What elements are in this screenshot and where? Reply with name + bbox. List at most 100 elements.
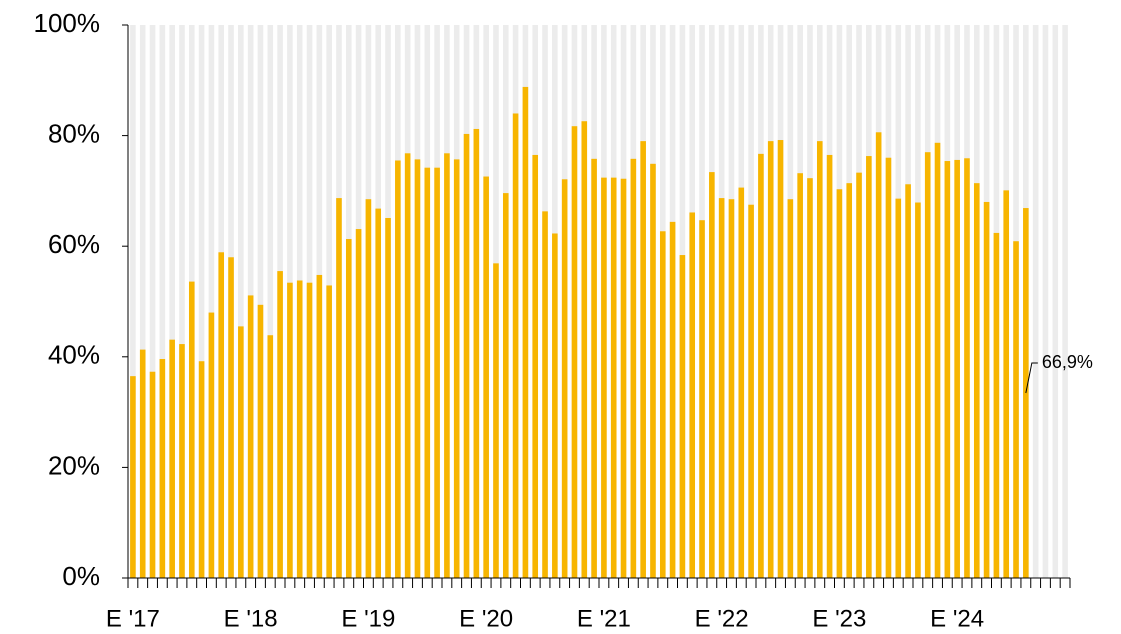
x-tick-label: E '18 (224, 605, 278, 632)
bar (444, 153, 450, 578)
bar (306, 282, 313, 578)
bar (198, 361, 205, 578)
x-tick-label: E '20 (459, 605, 513, 632)
bar (679, 255, 686, 578)
y-tick-label: 80% (48, 118, 100, 148)
bar (414, 159, 421, 578)
bar (875, 132, 882, 579)
bar (993, 232, 1000, 579)
bar (532, 154, 539, 578)
bar (1003, 190, 1010, 579)
bar (836, 189, 843, 578)
x-tick-label: E '19 (341, 605, 395, 632)
bar (130, 376, 136, 578)
bar (620, 178, 627, 578)
band-stripe (238, 25, 244, 578)
bar (640, 141, 646, 578)
bar (287, 282, 293, 578)
band-stripe (159, 25, 166, 578)
bar (316, 274, 323, 578)
bar (659, 231, 666, 579)
y-tick-label: 20% (48, 450, 100, 480)
bar (797, 173, 803, 579)
bar (816, 141, 823, 578)
bar (483, 176, 489, 578)
bar (542, 211, 548, 578)
bar (924, 152, 931, 578)
x-tick-label: E '17 (106, 605, 160, 632)
band-stripe (1062, 25, 1068, 578)
bar (473, 128, 480, 579)
bar (267, 335, 274, 578)
y-tick-label: 100% (34, 8, 101, 38)
x-tick-label: E '22 (695, 605, 749, 632)
bar (709, 172, 715, 578)
bar (973, 183, 980, 578)
bar (385, 217, 391, 578)
bar (561, 179, 568, 579)
bar (610, 177, 617, 579)
bar (179, 344, 185, 578)
bar (326, 285, 332, 578)
band-stripe (130, 25, 136, 578)
leader-line (1025, 362, 1038, 394)
bar (954, 159, 960, 578)
bar (915, 202, 921, 578)
bar (983, 201, 990, 578)
bar (355, 229, 362, 578)
bar (905, 184, 911, 579)
x-tick-label: E '21 (577, 605, 631, 632)
bar (375, 208, 382, 578)
bar (218, 252, 225, 578)
bar (777, 140, 784, 579)
bar (552, 233, 558, 578)
x-tick-label: E '23 (812, 605, 866, 632)
y-tick-label: 40% (48, 340, 100, 370)
bar (699, 220, 705, 579)
bar (826, 154, 833, 578)
bar (718, 198, 725, 579)
bar (807, 178, 813, 578)
bar (885, 157, 892, 578)
bar (453, 159, 460, 578)
bar (512, 113, 519, 578)
bar (650, 163, 656, 579)
bar (944, 161, 951, 578)
bar (463, 133, 470, 579)
bar (169, 339, 175, 578)
bar (1023, 208, 1029, 578)
y-tick-label: 60% (48, 229, 100, 259)
bar (424, 167, 431, 578)
bar (581, 121, 588, 579)
bar (404, 153, 411, 578)
band-stripe (169, 25, 175, 578)
bar (866, 156, 872, 578)
bar (336, 198, 342, 579)
bar (846, 183, 853, 578)
bar (522, 86, 529, 578)
bar (149, 371, 156, 578)
bar (1013, 241, 1019, 578)
band-stripe (267, 25, 274, 578)
bar (591, 158, 597, 579)
bar (964, 158, 970, 578)
bar (571, 126, 578, 578)
band-stripe (149, 25, 156, 578)
bar (365, 199, 372, 578)
bar (728, 199, 735, 578)
bar (247, 295, 254, 578)
bar (228, 257, 234, 578)
bar (748, 204, 754, 578)
band-stripe (1052, 25, 1059, 578)
bar (895, 198, 902, 578)
bar (689, 212, 696, 579)
bar (345, 239, 352, 579)
value-label: 66,9% (1042, 352, 1093, 372)
bar (434, 167, 440, 578)
bar (208, 312, 215, 578)
band-stripe (179, 25, 185, 578)
bar (787, 199, 794, 578)
bar (493, 263, 499, 578)
bar (139, 349, 146, 578)
